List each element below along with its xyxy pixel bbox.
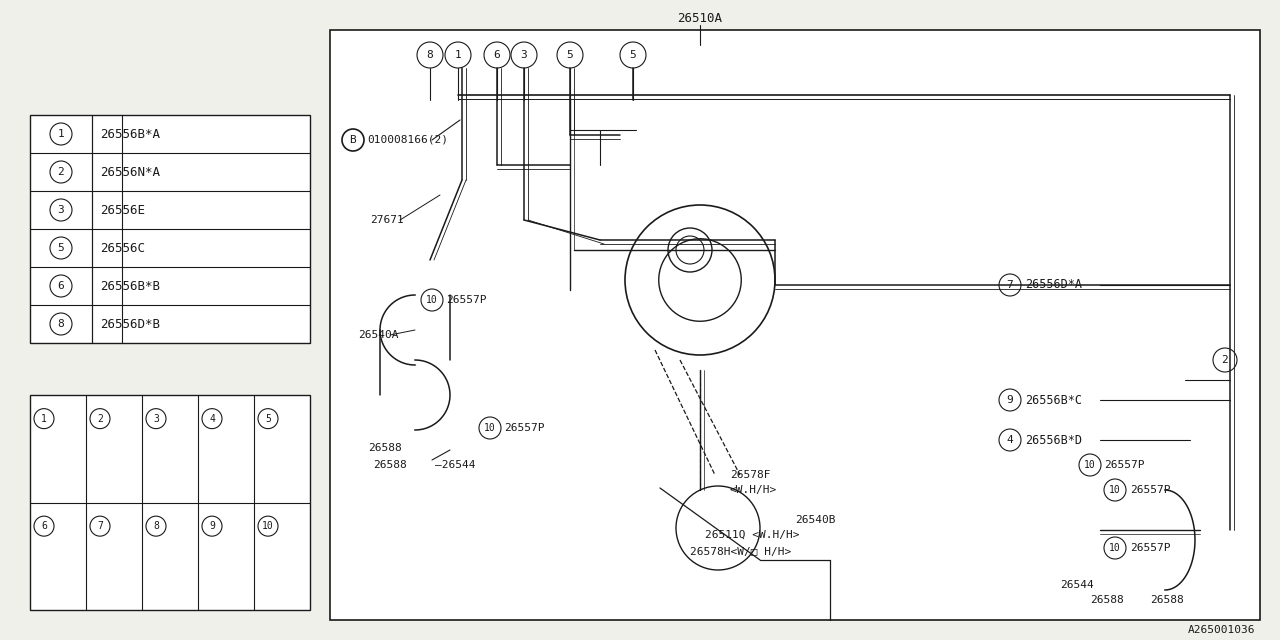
Text: 6: 6 — [494, 50, 500, 60]
Text: 10: 10 — [1110, 485, 1121, 495]
Text: 26578H<W/□ H/H>: 26578H<W/□ H/H> — [690, 547, 791, 557]
Text: 26556E: 26556E — [100, 204, 145, 216]
Text: 8: 8 — [426, 50, 434, 60]
Bar — [29, 395, 310, 610]
Text: B: B — [349, 135, 356, 145]
Text: 4: 4 — [209, 413, 215, 424]
Text: 1: 1 — [454, 50, 461, 60]
Text: 6: 6 — [58, 281, 64, 291]
Text: 26578F: 26578F — [730, 470, 771, 480]
Text: 26556N*A: 26556N*A — [100, 166, 160, 179]
Text: <W.H/H>: <W.H/H> — [730, 485, 777, 495]
Text: 26544: 26544 — [1060, 580, 1093, 590]
Text: 5: 5 — [567, 50, 573, 60]
Text: 26588: 26588 — [372, 460, 407, 470]
Text: 26540A: 26540A — [358, 330, 398, 340]
Text: 26556D*B: 26556D*B — [100, 317, 160, 330]
Text: 1: 1 — [41, 413, 47, 424]
Text: 26556B*A: 26556B*A — [100, 127, 160, 141]
Text: 26510A: 26510A — [677, 12, 722, 24]
Text: 26557P: 26557P — [1130, 485, 1170, 495]
Text: 2: 2 — [97, 413, 102, 424]
Text: 010008166(2): 010008166(2) — [367, 135, 448, 145]
Text: 10: 10 — [262, 521, 274, 531]
Text: 26556B*D: 26556B*D — [1025, 433, 1082, 447]
Text: 26557P: 26557P — [504, 423, 544, 433]
Text: 26511Q <W.H/H>: 26511Q <W.H/H> — [705, 530, 800, 540]
Bar — [330, 30, 1260, 620]
Text: 5: 5 — [265, 413, 271, 424]
Text: —26544: —26544 — [435, 460, 475, 470]
Text: 2: 2 — [1221, 355, 1229, 365]
Text: 26588: 26588 — [1091, 595, 1124, 605]
Text: 9: 9 — [209, 521, 215, 531]
Text: 3: 3 — [154, 413, 159, 424]
Text: 10: 10 — [1110, 543, 1121, 553]
Text: 26557P: 26557P — [445, 295, 486, 305]
Text: 7: 7 — [97, 521, 102, 531]
Text: 8: 8 — [58, 319, 64, 329]
Text: 26540B: 26540B — [795, 515, 836, 525]
Text: A265001036: A265001036 — [1188, 625, 1254, 635]
Text: 27671: 27671 — [370, 215, 403, 225]
Text: 26557P: 26557P — [1103, 460, 1144, 470]
Text: 26557P: 26557P — [1130, 543, 1170, 553]
Text: 3: 3 — [521, 50, 527, 60]
Text: 26556B*C: 26556B*C — [1025, 394, 1082, 406]
Text: 10: 10 — [426, 295, 438, 305]
Text: 10: 10 — [484, 423, 495, 433]
Text: 26556C: 26556C — [100, 241, 145, 255]
Text: 26556D*A: 26556D*A — [1025, 278, 1082, 291]
Bar — [29, 115, 310, 343]
Text: 2: 2 — [58, 167, 64, 177]
Text: 7: 7 — [1006, 280, 1014, 290]
Text: 8: 8 — [154, 521, 159, 531]
Text: 1: 1 — [58, 129, 64, 139]
Text: 6: 6 — [41, 521, 47, 531]
Text: 9: 9 — [1006, 395, 1014, 405]
Text: 26556B*B: 26556B*B — [100, 280, 160, 292]
Text: 4: 4 — [1006, 435, 1014, 445]
Text: 3: 3 — [58, 205, 64, 215]
Text: 26588: 26588 — [369, 443, 402, 453]
Text: 5: 5 — [630, 50, 636, 60]
Text: 26588: 26588 — [1149, 595, 1184, 605]
Text: 5: 5 — [58, 243, 64, 253]
Text: 10: 10 — [1084, 460, 1096, 470]
